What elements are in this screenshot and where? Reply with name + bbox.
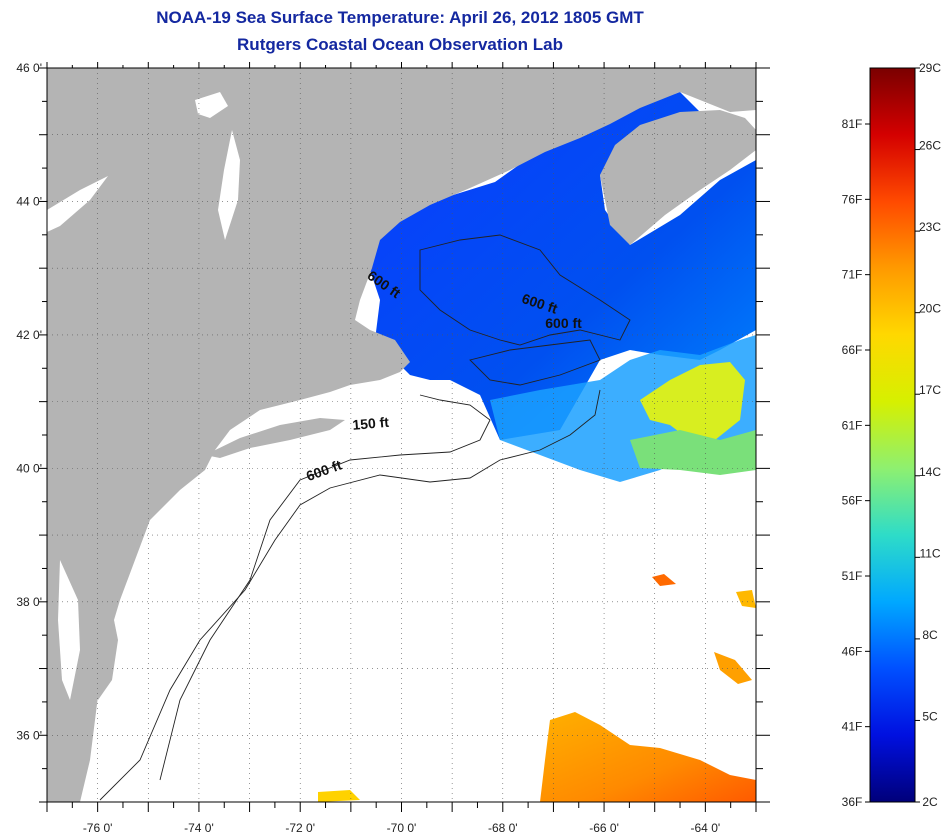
contour-600ft-shelf-break (99, 389, 601, 801)
x-tick-label: -68 0' (488, 821, 518, 835)
sst-warm-eddy-yellow (640, 362, 745, 440)
colorbar-label-fahrenheit: 76F (842, 192, 863, 206)
land-long-island (205, 418, 345, 458)
x-tick-label: -66 0' (589, 821, 619, 835)
contour-150ft (159, 394, 491, 781)
colorbar-label-celsius: 20C (919, 302, 941, 316)
contour-label: 600 ft (545, 315, 582, 331)
graticule (47, 68, 756, 802)
colorbar-label-fahrenheit: 51F (842, 569, 863, 583)
land-nova-scotia (600, 110, 756, 245)
y-tick-label: 38 0' (16, 595, 42, 609)
colorbar-label-fahrenheit: 66F (842, 343, 863, 357)
sst-orange-fleck-east (714, 652, 752, 684)
colorbar-label-celsius: 2C (922, 795, 938, 809)
sst-orange-fleck (652, 574, 676, 586)
contour-label: 150 ft (352, 414, 390, 433)
lake-ontario-edge (47, 176, 108, 232)
colorbar-label-fahrenheit: 46F (842, 644, 863, 658)
sst-warm-south-patch (540, 712, 756, 802)
x-tick-label: -72 0' (285, 821, 315, 835)
lake-moosehead (195, 92, 228, 118)
x-tick-label: -70 0' (387, 821, 417, 835)
lakes-layer (47, 92, 240, 700)
map-title: NOAA-19 Sea Surface Temperature: April 2… (156, 8, 644, 27)
land-north-america (47, 68, 756, 802)
sst-green-band (630, 430, 756, 475)
colorbar (869, 67, 916, 803)
chesapeake-bay (58, 560, 80, 700)
x-tick-label: -74 0' (184, 821, 214, 835)
colorbar-label-celsius: 14C (919, 465, 941, 479)
colorbar-label-fahrenheit: 41F (842, 720, 863, 734)
x-tick-label: -64 0' (691, 821, 721, 835)
colorbar-label-fahrenheit: 71F (842, 268, 863, 282)
sst-yellow-fleck-east (736, 590, 756, 608)
depth-contours (99, 234, 631, 801)
land-layer (47, 68, 756, 802)
contour-georges (469, 339, 601, 386)
y-tick-label: 42 0' (16, 328, 42, 342)
colorbar-label-fahrenheit: 81F (842, 117, 863, 131)
colorbar-label-fahrenheit: 61F (842, 418, 863, 432)
land-delmarva (86, 560, 118, 700)
map-subtitle: Rutgers Coastal Ocean Observation Lab (237, 35, 563, 54)
y-tick-label: 44 0' (16, 194, 42, 208)
colorbar-label-celsius: 29C (919, 61, 941, 75)
sst-yellow-fleck (318, 790, 360, 802)
y-tick-label: 40 0' (16, 461, 42, 475)
colorbar-label-celsius: 8C (922, 628, 938, 642)
colorbar-label-celsius: 17C (919, 383, 941, 397)
colorbar-label-celsius: 11C (919, 546, 940, 560)
colorbar-label-celsius: 5C (922, 709, 938, 723)
colorbar-label-celsius: 26C (919, 139, 941, 153)
colorbar-label-fahrenheit: 36F (842, 795, 863, 809)
axes: -76 0' -74 0' -72 0' -70 0' -68 0' -66 0' -64 … (16, 61, 770, 835)
colorbar-label-celsius: 23C (919, 220, 941, 234)
y-tick-label: 36 0' (16, 728, 42, 742)
y-tick-label: 46 0' (16, 61, 42, 75)
lake-champlain (218, 130, 240, 240)
contour-600ft-gom (419, 234, 631, 346)
x-tick-label: -76 0' (83, 821, 113, 835)
colorbar-labels: 29C 26C 23C 20C 17C 14C 11C 8C 5C 2C 81F 76F 71F 66F 6… (842, 61, 942, 809)
colorbar-label-fahrenheit: 56F (842, 494, 863, 508)
sst-data-layer (318, 92, 756, 802)
